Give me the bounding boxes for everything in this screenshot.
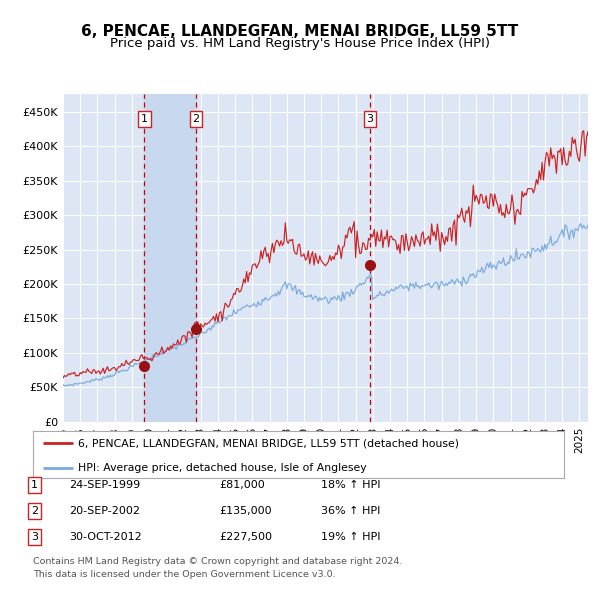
Text: 24-SEP-1999: 24-SEP-1999 [69, 480, 140, 490]
Text: £135,000: £135,000 [219, 506, 272, 516]
Text: £81,000: £81,000 [219, 480, 265, 490]
Text: 20-SEP-2002: 20-SEP-2002 [69, 506, 140, 516]
Text: 1: 1 [31, 480, 38, 490]
Bar [145, 94, 196, 422]
Text: 6, PENCAE, LLANDEGFAN, MENAI BRIDGE, LL59 5TT: 6, PENCAE, LLANDEGFAN, MENAI BRIDGE, LL5… [82, 24, 518, 38]
Text: 2: 2 [193, 114, 199, 124]
Text: 2: 2 [31, 506, 38, 516]
Text: HPI: Average price, detached house, Isle of Anglesey: HPI: Average price, detached house, Isle… [78, 463, 367, 473]
Text: £227,500: £227,500 [219, 532, 272, 542]
Text: 1: 1 [141, 114, 148, 124]
Text: 3: 3 [31, 532, 38, 542]
Text: 3: 3 [367, 114, 373, 124]
Text: This data is licensed under the Open Government Licence v3.0.: This data is licensed under the Open Gov… [33, 571, 335, 579]
Text: 30-OCT-2012: 30-OCT-2012 [69, 532, 142, 542]
Text: Contains HM Land Registry data © Crown copyright and database right 2024.: Contains HM Land Registry data © Crown c… [33, 558, 403, 566]
Text: 6, PENCAE, LLANDEGFAN, MENAI BRIDGE, LL59 5TT (detached house): 6, PENCAE, LLANDEGFAN, MENAI BRIDGE, LL5… [78, 438, 459, 448]
Text: 19% ↑ HPI: 19% ↑ HPI [321, 532, 380, 542]
Text: 18% ↑ HPI: 18% ↑ HPI [321, 480, 380, 490]
Text: Price paid vs. HM Land Registry's House Price Index (HPI): Price paid vs. HM Land Registry's House … [110, 37, 490, 50]
Text: 36% ↑ HPI: 36% ↑ HPI [321, 506, 380, 516]
